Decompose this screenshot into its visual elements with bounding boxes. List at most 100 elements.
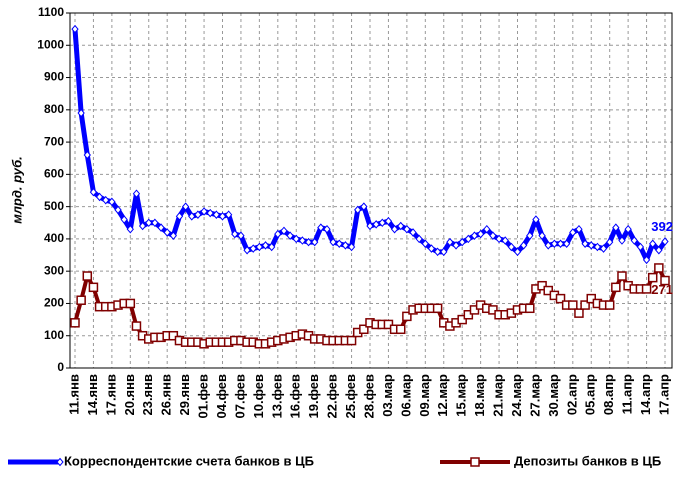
point-marker [543, 285, 553, 296]
point-marker [346, 335, 357, 346]
point-marker [630, 236, 638, 245]
point-marker [452, 241, 460, 250]
y-tick-label: 200 [44, 296, 64, 310]
point-marker [397, 221, 405, 231]
y-tick-label: 400 [44, 231, 64, 245]
point-marker [329, 237, 337, 247]
point-marker [581, 239, 589, 249]
y-tick-label: 900 [44, 70, 64, 84]
point-marker [317, 223, 325, 232]
point-marker [470, 231, 479, 240]
x-tick-label: 12.мар [435, 374, 450, 417]
point-marker [175, 212, 184, 221]
point-marker [163, 228, 171, 237]
point-marker [661, 237, 669, 246]
x-tick-label: 13.фев [269, 374, 284, 419]
point-marker [125, 298, 136, 309]
point-marker [261, 241, 270, 250]
x-tick-label: 07.фев [232, 374, 247, 419]
point-marker [206, 208, 214, 218]
point-marker [88, 282, 99, 293]
data-label: 271 [651, 282, 673, 297]
x-tick-label: 08.апр [601, 374, 616, 415]
point-marker [469, 305, 480, 315]
point-marker [555, 293, 566, 304]
x-tick-label: 02.апр [564, 374, 579, 415]
point-marker [599, 244, 608, 253]
point-marker [181, 202, 190, 211]
point-marker [188, 212, 196, 221]
x-tick-label: 17.апр [656, 374, 671, 415]
point-marker [372, 220, 380, 229]
point-marker [537, 280, 547, 291]
point-marker [611, 282, 621, 293]
point-marker [642, 255, 651, 265]
point-marker [354, 205, 362, 215]
point-marker [102, 195, 110, 205]
point-marker [415, 234, 423, 244]
point-marker [446, 237, 454, 247]
point-marker [274, 229, 282, 239]
point-marker [77, 108, 85, 118]
point-marker [359, 324, 369, 335]
x-tick-label: 27.мар [527, 374, 542, 417]
point-marker [458, 237, 466, 247]
point-marker [286, 231, 294, 240]
point-marker [641, 284, 652, 294]
point-marker [83, 150, 91, 160]
point-marker [311, 237, 319, 247]
legend-label: Депозиты банков в ЦБ [514, 453, 661, 468]
point-marker [145, 218, 153, 228]
x-tick-label: 18.мар [472, 374, 487, 417]
point-marker [95, 192, 104, 202]
y-tick-label: 1000 [37, 37, 64, 51]
point-marker [563, 239, 571, 249]
point-marker [292, 234, 300, 244]
point-marker [298, 236, 307, 245]
point-marker [550, 239, 559, 249]
point-marker [395, 324, 406, 335]
x-tick-label: 24.мар [509, 374, 524, 417]
point-marker [624, 224, 632, 234]
point-marker [421, 239, 429, 249]
point-marker [568, 300, 578, 310]
point-marker [157, 223, 165, 232]
x-tick-label: 04.фев [214, 374, 229, 419]
point-marker [593, 242, 602, 252]
x-tick-label: 14.апр [638, 374, 653, 415]
point-marker [655, 245, 663, 255]
legend-marker [56, 457, 64, 467]
legend-label: Корреспондентские счета банков в ЦБ [64, 453, 314, 468]
point-marker [138, 221, 147, 231]
point-marker [89, 187, 98, 197]
point-marker [464, 234, 472, 244]
point-marker [587, 241, 595, 250]
x-tick-label: 15.мар [454, 374, 469, 417]
legend-marker [470, 457, 480, 467]
point-marker [575, 224, 583, 234]
point-marker [606, 237, 614, 247]
point-marker [538, 231, 546, 240]
x-tick-label: 03.мар [380, 374, 395, 417]
point-marker [384, 216, 393, 226]
point-marker [218, 212, 227, 221]
point-marker [268, 242, 276, 252]
x-tick-label: 26.янв [159, 374, 174, 416]
point-marker [580, 300, 590, 310]
point-marker [403, 224, 411, 234]
y-tick-label: 300 [44, 263, 64, 277]
x-tick-label: 16.фев [288, 374, 303, 419]
x-tick-label: 22.фев [325, 374, 340, 419]
x-tick-label: 10.фев [251, 374, 266, 419]
x-tick-label: 23.янв [140, 374, 155, 416]
x-tick-label: 17.янв [103, 374, 118, 416]
point-marker [525, 303, 535, 314]
x-tick-label: 14.янв [85, 374, 100, 416]
point-marker [255, 242, 264, 252]
y-tick-label: 100 [44, 328, 64, 342]
point-marker [569, 228, 577, 237]
point-marker [243, 245, 251, 255]
point-marker [120, 215, 128, 224]
point-marker [526, 231, 534, 240]
point-marker [366, 221, 374, 231]
